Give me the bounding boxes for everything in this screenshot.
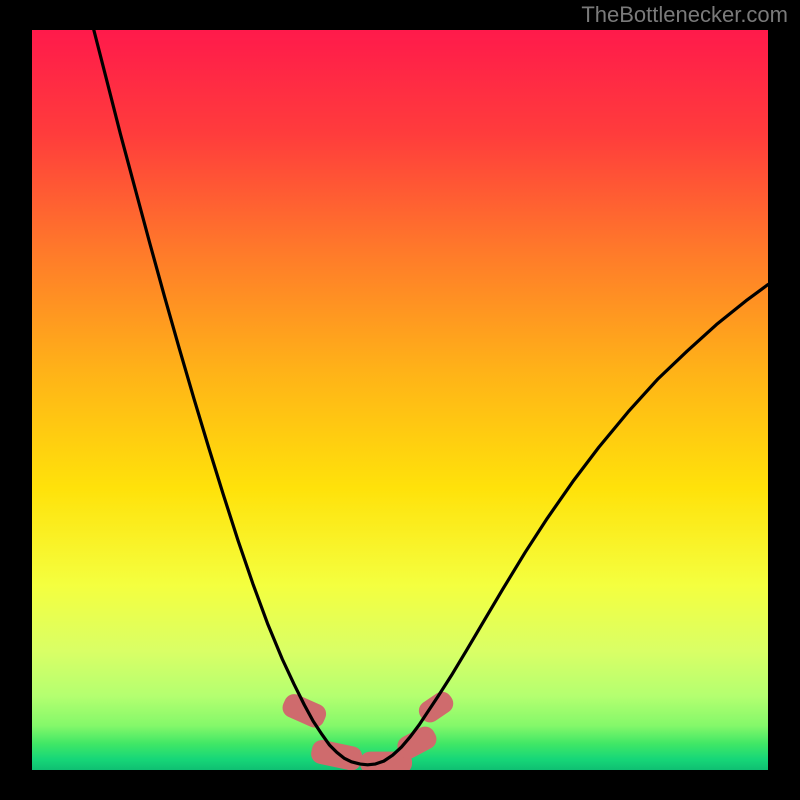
bottleneck-chart: [0, 0, 800, 800]
stage: TheBottlenecker.com: [0, 0, 800, 800]
chart-gradient-background: [32, 30, 768, 770]
watermark-label: TheBottlenecker.com: [581, 2, 788, 28]
